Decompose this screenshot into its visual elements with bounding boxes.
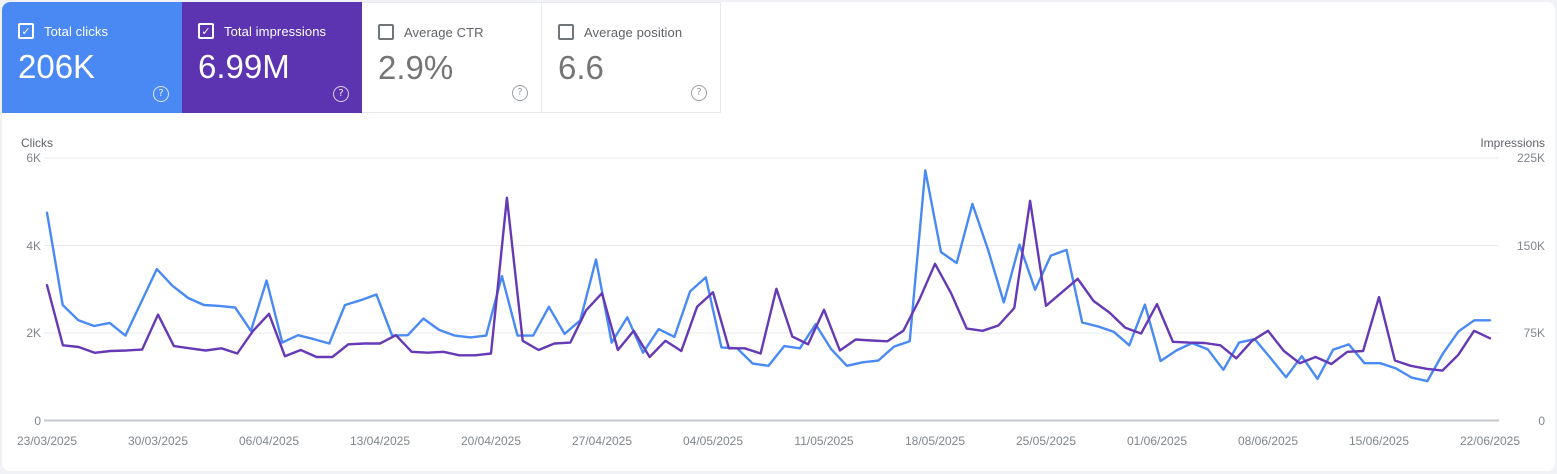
- total-clicks-header: ✓ Total clicks: [18, 23, 168, 39]
- x-axis-date-label: 25/05/2025: [1015, 434, 1077, 448]
- total-clicks-checkbox[interactable]: ✓: [18, 23, 34, 39]
- checkmark-icon: ✓: [201, 24, 211, 38]
- metric-cards-row: ✓ Total clicks 206K ? ✓ Total impression…: [2, 2, 721, 113]
- average-position-checkbox[interactable]: [558, 24, 574, 40]
- checkmark-icon: ✓: [21, 24, 31, 38]
- average-ctr-value: 2.9%: [378, 49, 454, 86]
- x-axis-date-label: 20/04/2025: [460, 434, 522, 448]
- x-axis-date-label: 13/04/2025: [349, 434, 411, 448]
- average-position-value: 6.6: [558, 49, 604, 86]
- total-impressions-checkbox[interactable]: ✓: [198, 23, 214, 39]
- left-axis-tick: 4K: [26, 238, 41, 253]
- left-axis-tick: 6K: [26, 151, 41, 165]
- right-axis-tick: 150K: [1516, 238, 1545, 253]
- x-axis-date-label: 23/03/2025: [16, 434, 78, 448]
- total-impressions-value: 6.99M: [198, 48, 290, 85]
- total-impressions-label: Total impressions: [224, 23, 327, 39]
- x-axis-date-label: 04/05/2025: [682, 434, 744, 448]
- x-axis-date-label: 27/04/2025: [571, 434, 633, 448]
- average-ctr-label: Average CTR: [404, 24, 484, 40]
- x-axis-date-label: 06/04/2025: [238, 434, 300, 448]
- average-position-card[interactable]: Average position 6.6 ?: [542, 2, 721, 113]
- x-axis-date-label: 30/03/2025: [127, 434, 189, 448]
- right-axis-tick: 225K: [1516, 151, 1545, 165]
- help-icon[interactable]: ?: [691, 85, 707, 101]
- clicks-line-series[interactable]: [45, 169, 1492, 383]
- x-axis-date-label: 15/06/2025: [1348, 434, 1410, 448]
- average-position-label: Average position: [584, 24, 683, 40]
- right-axis-tick: 75K: [1523, 326, 1545, 340]
- impressions-line-series[interactable]: [45, 196, 1492, 372]
- average-ctr-card[interactable]: Average CTR 2.9% ?: [362, 2, 542, 113]
- help-icon[interactable]: ?: [512, 85, 528, 101]
- x-axis-date-label: 11/05/2025: [794, 434, 854, 448]
- average-position-header: Average position: [558, 24, 706, 40]
- total-impressions-card[interactable]: ✓ Total impressions 6.99M ?: [182, 2, 362, 113]
- x-axis-date-label: 01/06/2025: [1126, 434, 1188, 448]
- x-axis-date-label: 18/05/2025: [904, 434, 966, 448]
- average-ctr-checkbox[interactable]: [378, 24, 394, 40]
- total-impressions-header: ✓ Total impressions: [198, 23, 348, 39]
- left-axis-title: Clicks: [21, 136, 53, 150]
- total-clicks-label: Total clicks: [44, 23, 109, 39]
- average-ctr-header: Average CTR: [378, 24, 527, 40]
- left-axis-tick: 0: [34, 413, 41, 428]
- total-clicks-value: 206K: [18, 48, 96, 85]
- right-axis-tick: 0: [1538, 413, 1545, 428]
- left-axis-tick: 2K: [26, 326, 41, 340]
- x-axis-date-label: 08/06/2025: [1237, 434, 1299, 448]
- help-icon[interactable]: ?: [153, 86, 169, 102]
- right-axis-title: Impressions: [1480, 136, 1545, 150]
- total-clicks-card[interactable]: ✓ Total clicks 206K ?: [2, 2, 182, 113]
- x-axis-date-label: 22/06/2025: [1459, 434, 1521, 448]
- help-icon[interactable]: ?: [333, 86, 349, 102]
